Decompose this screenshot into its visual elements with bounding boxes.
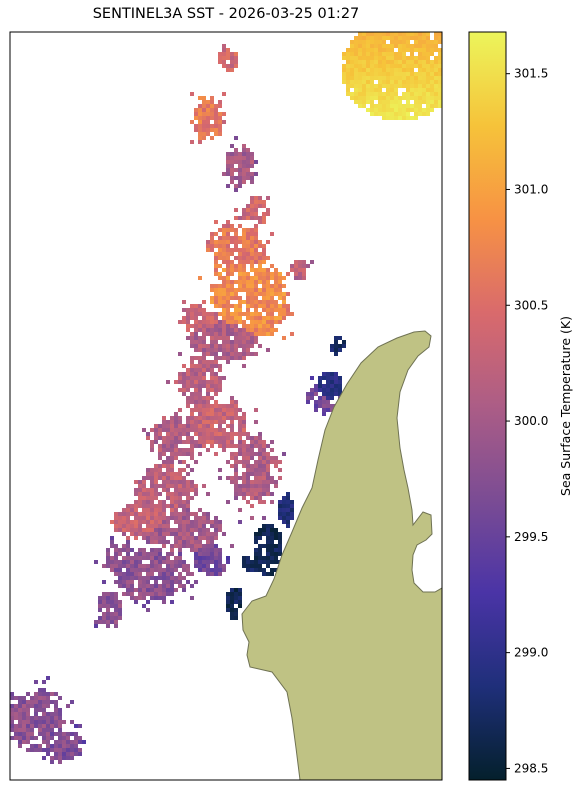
colorbar-tick-label-6: 301.5 (514, 67, 548, 81)
colorbar-tick-label-3: 300.0 (514, 414, 548, 428)
colorbar-gradient (468, 31, 507, 781)
colorbar-tick-label-2: 299.5 (514, 530, 548, 544)
colorbar-tick-label-5: 301.0 (514, 182, 548, 196)
colorbar-tick-label-4: 300.5 (514, 298, 548, 312)
colorbar-ticks: 298.5 299.0 299.5 300.0 300.5 301.0 301.5 (506, 67, 548, 775)
map-frame (9, 31, 443, 781)
colorbar-label: Sea Surface Temperature (K) (558, 316, 573, 496)
colorbar-tick-label-1: 299.0 (514, 646, 548, 660)
sst-pixel-layer (10, 32, 442, 764)
map-title: SENTINEL3A SST - 2026-03-25 01:27 (92, 6, 360, 22)
coastline-land (241, 330, 442, 780)
colorbar-tick-label-0: 298.5 (514, 761, 548, 775)
